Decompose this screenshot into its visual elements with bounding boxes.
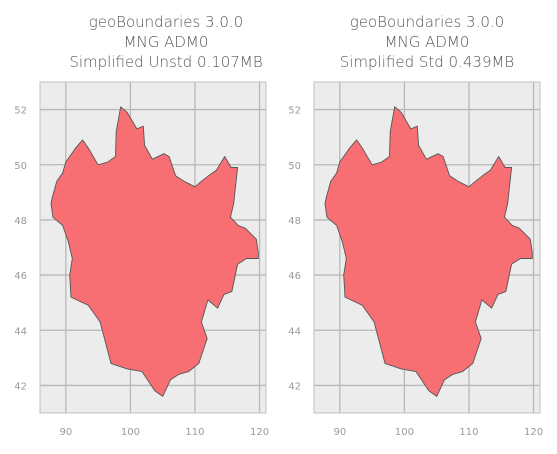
left-title-line-1: geoBoundaries 3.0.0 bbox=[88, 13, 244, 31]
left-ytick-label: 48 bbox=[14, 216, 27, 227]
left-plot-frame bbox=[39, 81, 267, 414]
right-xtick-label: 110 bbox=[459, 427, 478, 438]
left-ytick-label: 52 bbox=[14, 106, 27, 117]
left-xtick-label: 120 bbox=[250, 427, 269, 438]
right-title-line-3: Simplified Std 0.439MB bbox=[339, 53, 515, 71]
left-ytick-label: 50 bbox=[14, 161, 27, 172]
right-xtick-label: 90 bbox=[333, 427, 346, 438]
left-chart-title: geoBoundaries 3.0.0 MNG ADM0 Simplified … bbox=[46, 12, 286, 72]
right-plot-frame bbox=[313, 81, 541, 414]
right-chart-title: geoBoundaries 3.0.0 MNG ADM0 Simplified … bbox=[307, 12, 547, 72]
right-ytick-label: 50 bbox=[288, 161, 301, 172]
right-mongolia-boundary bbox=[324, 106, 533, 397]
left-title-line-2: MNG ADM0 bbox=[123, 33, 209, 51]
right-ytick-label: 46 bbox=[288, 271, 301, 282]
left-ytick-label: 42 bbox=[14, 381, 27, 392]
right-title-line-2: MNG ADM0 bbox=[384, 33, 470, 51]
right-ytick-label: 44 bbox=[288, 326, 301, 337]
left-mongolia-boundary bbox=[50, 106, 259, 397]
right-ytick-label: 48 bbox=[288, 216, 301, 227]
right-title-line-1: geoBoundaries 3.0.0 bbox=[349, 13, 505, 31]
right-xtick-label: 120 bbox=[524, 427, 543, 438]
left-ytick-label: 44 bbox=[14, 326, 27, 337]
right-ytick-label: 42 bbox=[288, 381, 301, 392]
left-xtick-label: 90 bbox=[59, 427, 72, 438]
left-title-line-3: Simplified Unstd 0.107MB bbox=[69, 53, 263, 71]
right-xtick-label: 100 bbox=[395, 427, 414, 438]
right-map-panel: 90 100 110 120 42 44 46 48 50 52 bbox=[288, 81, 543, 438]
left-xtick-label: 110 bbox=[185, 427, 204, 438]
left-map-panel: 90 100 110 120 42 44 46 48 50 52 bbox=[14, 81, 269, 438]
right-ytick-label: 52 bbox=[288, 106, 301, 117]
left-ytick-label: 46 bbox=[14, 271, 27, 282]
left-xtick-label: 100 bbox=[121, 427, 140, 438]
